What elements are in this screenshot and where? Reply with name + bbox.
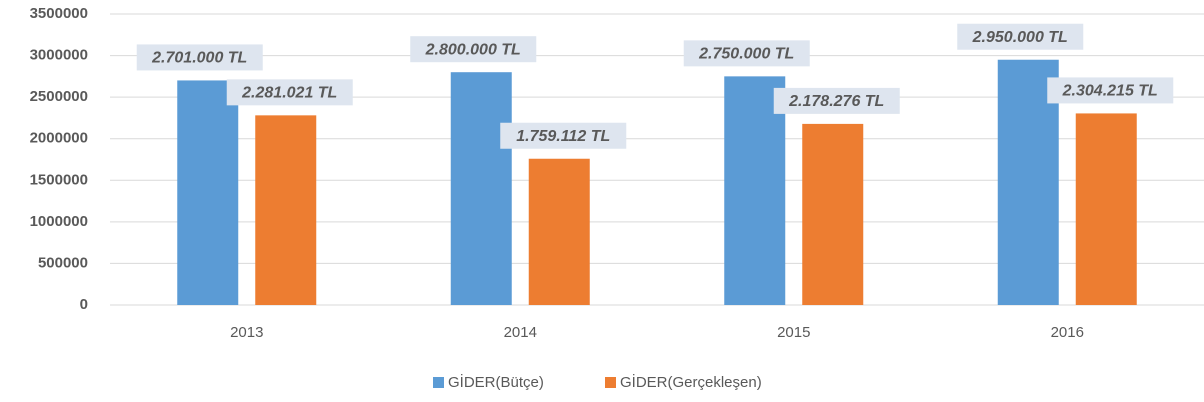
- data-label: 2.281.021 TL: [241, 85, 337, 102]
- y-tick-label: 1500000: [30, 171, 88, 188]
- bar: [802, 123, 864, 305]
- data-label-box: [683, 40, 810, 67]
- bar: [528, 158, 590, 305]
- data-label-box: [500, 122, 627, 149]
- data-label: 2.800.000 TL: [425, 41, 521, 58]
- data-label: 1.759.112 TL: [516, 128, 610, 145]
- y-tick-label: 500000: [38, 254, 88, 271]
- bar: [1075, 113, 1137, 305]
- data-label: 2.304.215 TL: [1062, 83, 1158, 100]
- bar: [177, 80, 239, 305]
- data-label-box: [1047, 77, 1174, 104]
- data-label-box: [136, 44, 263, 71]
- data-label-box: [226, 79, 353, 106]
- y-tick-label: 3000000: [30, 47, 88, 64]
- x-tick-label: 2014: [504, 324, 537, 341]
- x-tick-label: 2013: [230, 324, 263, 341]
- legend-swatch: [605, 377, 616, 388]
- legend-swatch: [433, 377, 444, 388]
- y-tick-label: 3500000: [30, 5, 88, 22]
- bar: [450, 72, 512, 305]
- data-label-box: [773, 87, 900, 114]
- legend-label: GİDER(Bütçe): [448, 373, 544, 391]
- y-tick-label: 0: [80, 296, 88, 313]
- data-label: 2.178.276 TL: [788, 93, 884, 110]
- data-label: 2.701.000 TL: [151, 50, 247, 67]
- bar: [255, 115, 317, 305]
- data-label-box: [957, 23, 1084, 50]
- y-tick-label: 2500000: [30, 88, 88, 105]
- y-tick-label: 1000000: [30, 213, 88, 230]
- legend-label: GİDER(Gerçekleşen): [620, 373, 762, 391]
- y-tick-label: 2000000: [30, 130, 88, 147]
- bar: [724, 76, 786, 305]
- data-label: 2.750.000 TL: [698, 46, 794, 63]
- data-label-box: [410, 36, 537, 63]
- x-tick-label: 2016: [1051, 324, 1084, 341]
- x-tick-label: 2015: [777, 324, 810, 341]
- data-label: 2.950.000 TL: [972, 29, 1068, 46]
